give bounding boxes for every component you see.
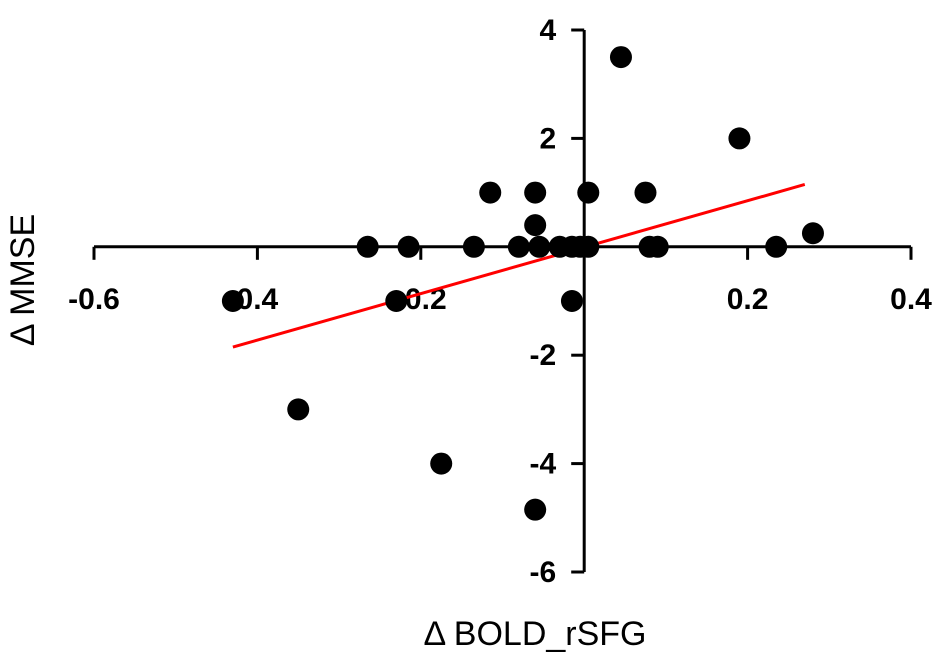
x-axis-label: Δ BOLD_rSFG bbox=[424, 615, 647, 653]
data-point bbox=[560, 290, 583, 312]
data-point bbox=[507, 235, 530, 258]
y-tick-label: 4 bbox=[540, 14, 557, 47]
data-point bbox=[524, 214, 547, 237]
regression-line bbox=[232, 183, 806, 349]
x-tick-label: 0.2 bbox=[727, 283, 769, 316]
data-point bbox=[528, 235, 551, 258]
data-point bbox=[524, 181, 547, 204]
y-tick-label: -2 bbox=[530, 339, 557, 372]
tick-marks bbox=[92, 28, 913, 574]
data-point bbox=[577, 235, 600, 258]
data-point bbox=[221, 290, 244, 312]
data-point bbox=[609, 46, 632, 69]
x-tick-label: 0.4 bbox=[890, 283, 932, 316]
data-point bbox=[397, 235, 420, 258]
data-point bbox=[577, 181, 600, 204]
data-point bbox=[385, 290, 408, 312]
axes bbox=[94, 30, 911, 572]
y-tick-label: -6 bbox=[530, 556, 557, 589]
x-tick-label: -0.6 bbox=[68, 283, 120, 316]
y-tick-label: 2 bbox=[540, 122, 557, 155]
data-point bbox=[646, 235, 669, 258]
tick-labels: -0.6 0.4 -0.2 0.2 0.442-2-4-6 bbox=[68, 14, 932, 589]
data-point bbox=[728, 127, 751, 150]
data-point bbox=[765, 235, 788, 258]
data-point bbox=[462, 235, 485, 258]
data-point bbox=[430, 452, 453, 475]
data-point bbox=[801, 222, 824, 245]
data-point bbox=[524, 498, 547, 521]
data-point bbox=[356, 235, 379, 258]
data-point bbox=[287, 398, 310, 421]
data-point bbox=[634, 181, 657, 204]
data-points bbox=[221, 46, 824, 521]
data-point bbox=[479, 181, 502, 204]
y-axis-label: Δ MMSE bbox=[4, 214, 42, 346]
y-tick-label: -4 bbox=[530, 448, 557, 481]
